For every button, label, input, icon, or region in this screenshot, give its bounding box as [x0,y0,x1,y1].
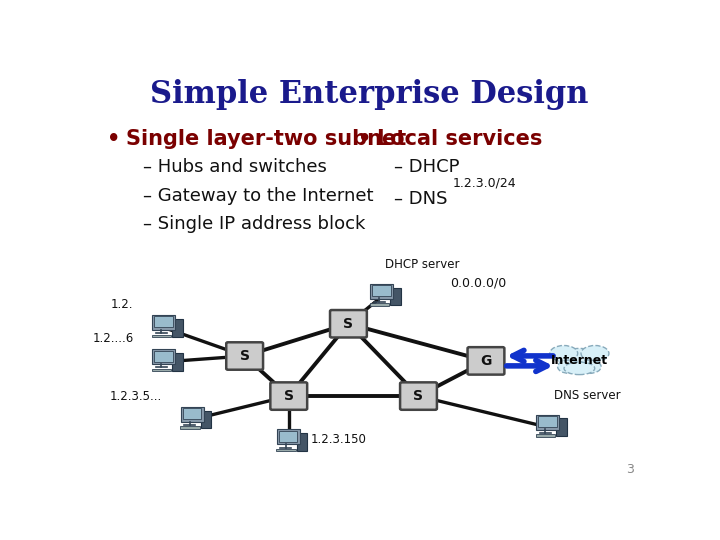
FancyBboxPatch shape [400,382,437,410]
Text: 0.0.0.0/0: 0.0.0.0/0 [450,277,506,290]
FancyBboxPatch shape [226,342,263,370]
FancyBboxPatch shape [172,353,183,371]
FancyBboxPatch shape [154,316,173,327]
FancyBboxPatch shape [536,415,559,430]
Text: Local services: Local services [377,129,543,149]
FancyBboxPatch shape [201,410,211,428]
Ellipse shape [559,348,600,369]
Text: DHCP server: DHCP server [385,259,459,272]
Ellipse shape [577,360,601,373]
Text: 3: 3 [626,463,634,476]
Text: – DHCP: – DHCP [394,158,459,177]
FancyBboxPatch shape [276,449,296,451]
FancyBboxPatch shape [181,407,204,422]
Text: – Hubs and switches: – Hubs and switches [143,158,327,177]
Ellipse shape [557,360,581,373]
FancyBboxPatch shape [152,349,175,365]
FancyBboxPatch shape [154,350,173,362]
FancyBboxPatch shape [539,416,557,427]
Text: S: S [413,389,423,403]
FancyBboxPatch shape [390,287,400,305]
FancyBboxPatch shape [276,429,300,444]
Text: G: G [480,354,492,368]
Text: DNS server: DNS server [554,389,621,402]
FancyBboxPatch shape [172,319,183,336]
Text: – Single IP address block: – Single IP address block [143,215,365,233]
Text: 1.2.3.0/24: 1.2.3.0/24 [453,177,516,190]
Text: 1.2.3.5...: 1.2.3.5... [110,390,162,403]
Text: – Gateway to the Internet: – Gateway to the Internet [143,187,374,205]
FancyBboxPatch shape [370,284,393,299]
Ellipse shape [550,346,577,361]
Text: 1.2.: 1.2. [111,298,133,311]
Text: Internet: Internet [551,354,608,367]
Text: S: S [284,389,294,403]
Text: 1.2....6: 1.2....6 [92,332,133,345]
FancyBboxPatch shape [183,408,202,420]
Ellipse shape [581,346,609,361]
FancyBboxPatch shape [180,427,200,429]
FancyBboxPatch shape [536,434,555,437]
Ellipse shape [564,362,595,375]
Text: – DNS: – DNS [394,190,448,207]
FancyBboxPatch shape [152,315,175,330]
FancyBboxPatch shape [372,285,391,296]
Text: •: • [107,129,120,149]
Text: 1.2.3.150: 1.2.3.150 [311,433,367,446]
Text: S: S [240,349,250,363]
FancyBboxPatch shape [467,347,505,375]
FancyBboxPatch shape [369,303,390,306]
Text: S: S [343,317,354,331]
FancyBboxPatch shape [557,418,567,436]
Text: Simple Enterprise Design: Simple Enterprise Design [150,79,588,110]
FancyBboxPatch shape [330,310,367,338]
Text: Single layer-two subnet: Single layer-two subnet [126,129,407,149]
Text: •: • [358,129,372,149]
FancyBboxPatch shape [151,369,171,372]
FancyBboxPatch shape [151,335,171,337]
FancyBboxPatch shape [297,433,307,451]
FancyBboxPatch shape [279,430,297,442]
FancyBboxPatch shape [270,382,307,410]
